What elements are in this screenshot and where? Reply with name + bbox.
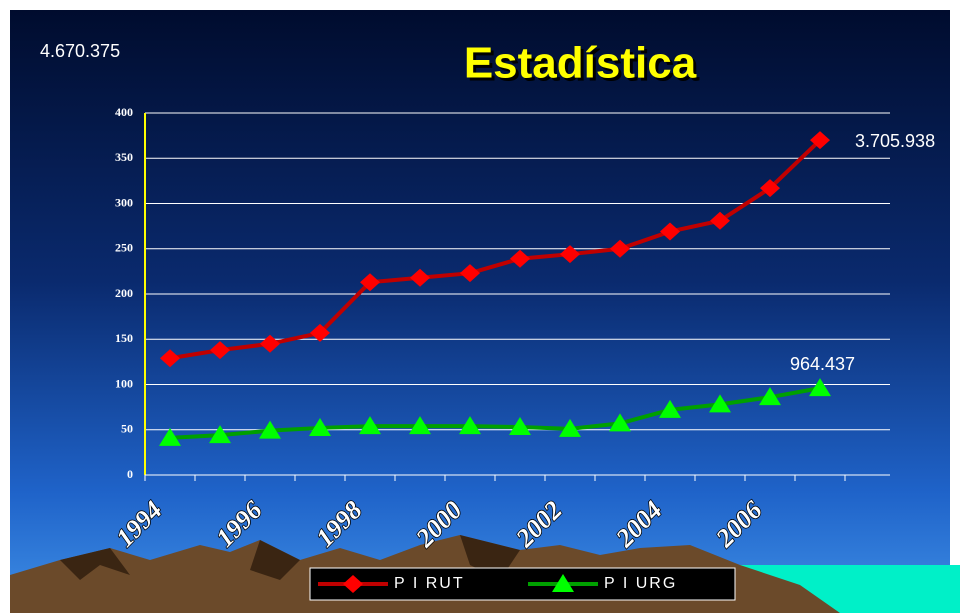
y-tick-label: 250 (115, 241, 133, 255)
page: Estadística Estadística 4.670.375 3.705.… (0, 0, 960, 613)
annotation: 964.437 (790, 354, 855, 374)
legend-label: P I URG (604, 575, 677, 592)
legend-label: P I RUT (394, 575, 465, 592)
y-tick-label: 300 (115, 195, 133, 209)
y-tick-label: 400 (115, 105, 133, 119)
annotation: 3.705.938 (855, 131, 935, 151)
y-tick-label: 50 (121, 422, 133, 436)
chart: Estadística Estadística 4.670.375 3.705.… (0, 0, 960, 613)
annotation: 4.670.375 (40, 41, 120, 61)
y-tick-label: 350 (115, 150, 133, 164)
chart-title: Estadística (464, 39, 697, 88)
y-tick-label: 200 (115, 286, 133, 300)
y-tick-label: 0 (127, 467, 133, 481)
y-tick-label: 150 (115, 331, 133, 345)
y-tick-label: 100 (115, 376, 133, 390)
